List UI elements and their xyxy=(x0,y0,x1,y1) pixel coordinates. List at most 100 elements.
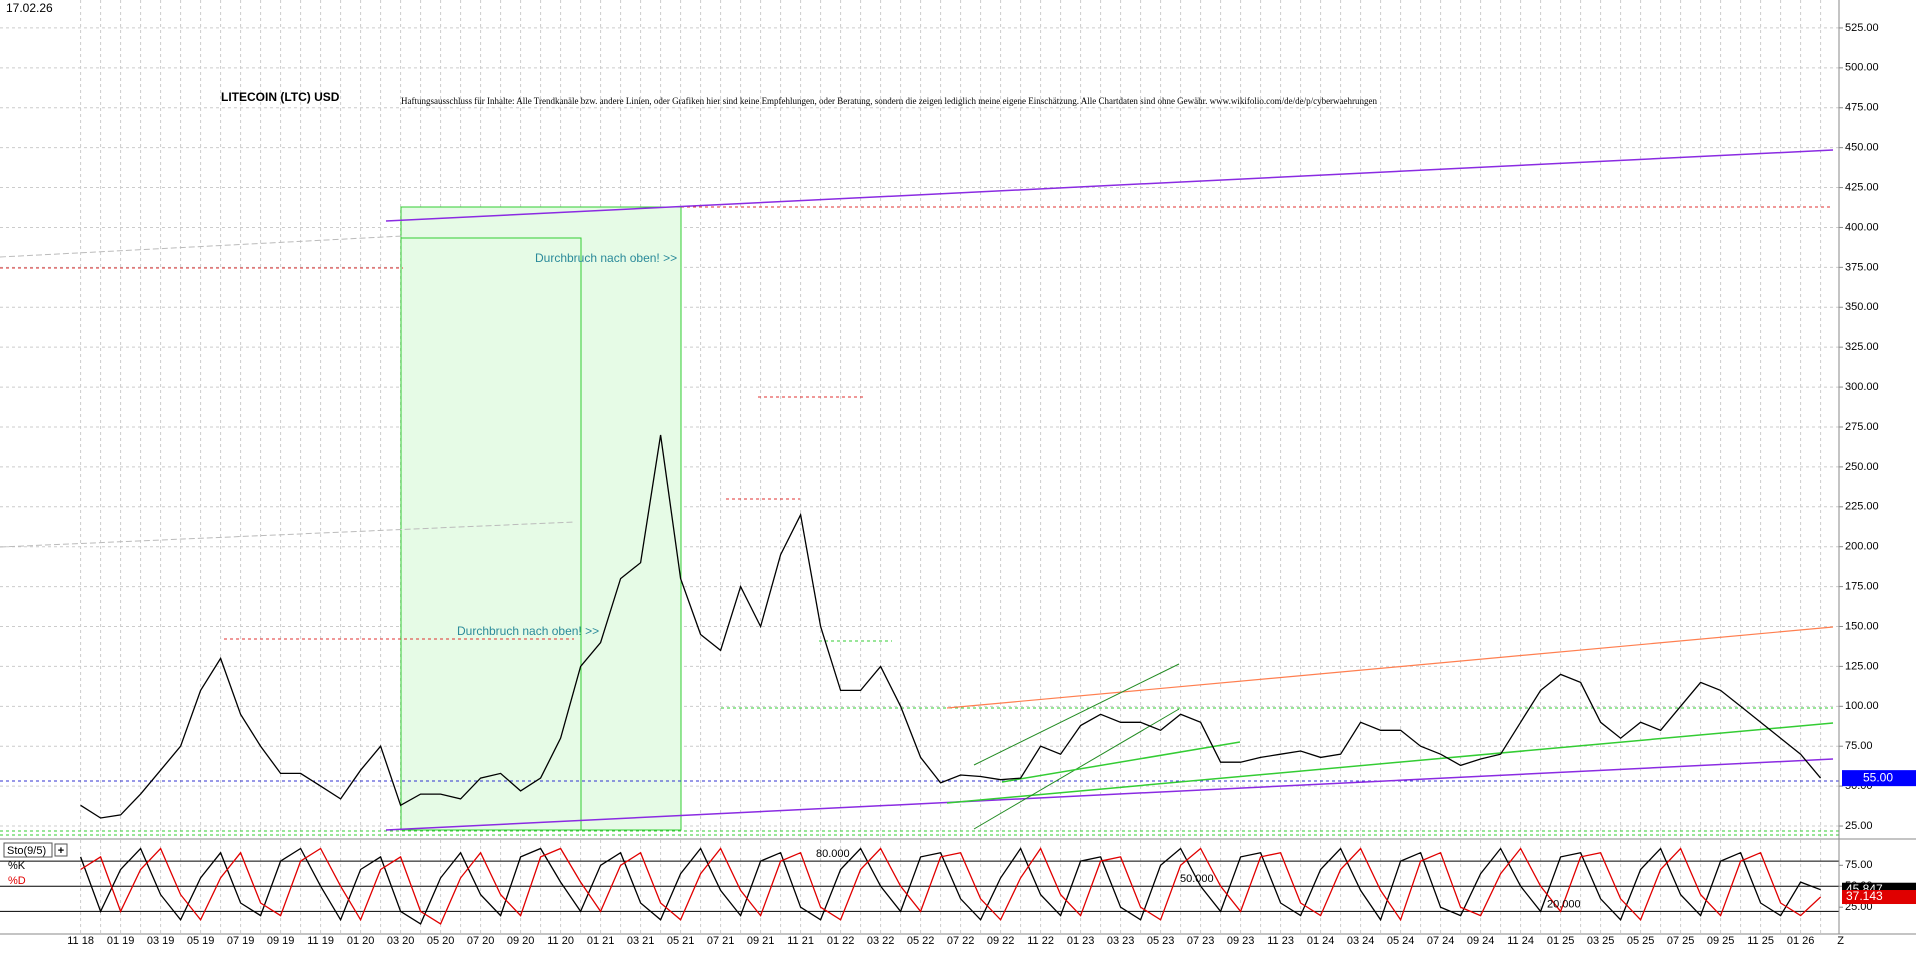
range-box xyxy=(400,237,582,831)
x-tick-label: 09 25 xyxy=(1707,935,1735,947)
trend-line xyxy=(946,626,1834,709)
x-tick-label: 05 20 xyxy=(427,935,455,947)
x-tick-label: 05 21 xyxy=(667,935,695,947)
add-icon: + xyxy=(58,845,64,857)
trend-lines xyxy=(0,149,1839,836)
disclaimer: Haftungsausschluss für Inhalte: Alle Tre… xyxy=(401,96,1378,106)
x-tick-label: 07 19 xyxy=(227,935,255,947)
x-tick-label: 07 24 xyxy=(1427,935,1455,947)
y-tick-label: 325.00 xyxy=(1845,341,1879,353)
y-tick-label: 25.00 xyxy=(1845,901,1873,913)
x-tick-label: 03 21 xyxy=(627,935,655,947)
x-tick-label: 09 20 xyxy=(507,935,535,947)
date-label: 17.02.26 xyxy=(6,1,53,15)
y-tick-label: 225.00 xyxy=(1845,501,1879,513)
x-tick-label: 11 19 xyxy=(307,935,334,947)
x-tick-label: 03 25 xyxy=(1587,935,1615,947)
x-tick-label: Z xyxy=(1837,935,1844,947)
x-tick-label: 03 22 xyxy=(867,935,895,947)
x-tick-label: 01 19 xyxy=(107,935,135,947)
y-tick-label: 375.00 xyxy=(1845,261,1879,273)
chart-title: LITECOIN (LTC) USD xyxy=(221,90,340,104)
price-box xyxy=(1842,770,1916,787)
x-tick-label: 01 25 xyxy=(1547,935,1575,947)
legend-k: %K xyxy=(8,860,26,872)
value-box xyxy=(1842,890,1916,905)
x-tick-label: 03 23 xyxy=(1107,935,1135,947)
x-tick-label: 11 21 xyxy=(787,935,814,947)
add-button[interactable] xyxy=(54,843,68,857)
x-tick-label: 03 24 xyxy=(1347,935,1375,947)
x-tick-label: 01 20 xyxy=(347,935,375,947)
x-tick-label: 07 22 xyxy=(947,935,975,947)
trend-line xyxy=(1001,741,1241,783)
price-label: 55.00 xyxy=(1863,770,1893,784)
x-tick-label: 05 24 xyxy=(1387,935,1415,947)
x-tick-label: 07 23 xyxy=(1187,935,1215,947)
x-tick-label: 01 22 xyxy=(827,935,855,947)
y-tick-label: 450.00 xyxy=(1845,142,1879,154)
x-tick-label: 07 21 xyxy=(707,935,735,947)
trend-line xyxy=(385,149,1834,222)
x-tick-label: 03 19 xyxy=(147,935,175,947)
plot xyxy=(0,434,1839,925)
x-tick-label: 03 20 xyxy=(387,935,415,947)
x-tick-label: 05 25 xyxy=(1627,935,1655,947)
annotation: Durchbruch nach oben! >> xyxy=(457,624,599,638)
y-tick-label: 200.00 xyxy=(1845,541,1879,553)
y-tick-label: 125.00 xyxy=(1845,660,1879,672)
y-tick-label: 300.00 xyxy=(1845,381,1879,393)
x-tick-label: 11 23 xyxy=(1267,935,1294,947)
annotation: Durchbruch nach oben! >> xyxy=(535,251,677,265)
trend-line xyxy=(385,758,1834,831)
value-label: 37.143 xyxy=(1846,889,1883,903)
x-tick-label: 07 25 xyxy=(1667,935,1695,947)
y-tick-label: 100.00 xyxy=(1845,700,1879,712)
trend-line xyxy=(946,722,1834,804)
x-tick-label: 11 24 xyxy=(1507,935,1534,947)
x-tick-label: 09 24 xyxy=(1467,935,1495,947)
x-tick-label: 11 18 xyxy=(67,935,94,947)
y-tick-label: 25.00 xyxy=(1845,820,1873,832)
y-tick-label: 75.00 xyxy=(1845,859,1873,871)
grid xyxy=(0,0,1839,934)
range-box xyxy=(400,206,682,831)
y-tick-label: 475.00 xyxy=(1845,102,1879,114)
y-tick-label: 150.00 xyxy=(1845,620,1879,632)
trend-line xyxy=(0,235,404,258)
level-label: 20.000 xyxy=(1547,898,1581,910)
y-tick-label: 400.00 xyxy=(1845,221,1879,233)
x-tick-label: 07 20 xyxy=(467,935,495,947)
x-tick-label: 11 25 xyxy=(1747,935,1774,947)
legend-d: %D xyxy=(8,875,26,887)
series-line xyxy=(79,847,1821,925)
x-tick-label: 01 26 xyxy=(1787,935,1815,947)
x-tick-label: 01 24 xyxy=(1307,935,1335,947)
trend-line xyxy=(0,521,575,548)
level-label: 80.000 xyxy=(816,848,850,860)
x-tick-label: 05 19 xyxy=(187,935,215,947)
y-tick-label: 425.00 xyxy=(1845,181,1879,193)
x-tick-label: 05 23 xyxy=(1147,935,1175,947)
y-tick-label: 250.00 xyxy=(1845,461,1879,473)
level-label: 50.000 xyxy=(1180,873,1214,885)
y-tick-label: 525.00 xyxy=(1845,22,1879,34)
trend-line xyxy=(973,663,1180,766)
y-tick-label: 175.00 xyxy=(1845,581,1879,593)
x-tick-label: 01 21 xyxy=(587,935,615,947)
indicator-box xyxy=(3,842,53,858)
y-tick-label: 350.00 xyxy=(1845,301,1879,313)
x-tick-label: 11 22 xyxy=(1027,935,1054,947)
x-tick-label: 09 19 xyxy=(267,935,295,947)
x-tick-label: 09 23 xyxy=(1227,935,1255,947)
x-tick-label: 09 21 xyxy=(747,935,775,947)
series-line xyxy=(80,847,1822,925)
x-tick-label: 11 20 xyxy=(547,935,574,947)
x-tick-label: 09 22 xyxy=(987,935,1015,947)
y-tick-label: 500.00 xyxy=(1845,62,1879,74)
y-tick-label: 275.00 xyxy=(1845,421,1879,433)
indicator-title: Sto(9/5) xyxy=(7,845,46,857)
series-line xyxy=(80,434,1822,819)
